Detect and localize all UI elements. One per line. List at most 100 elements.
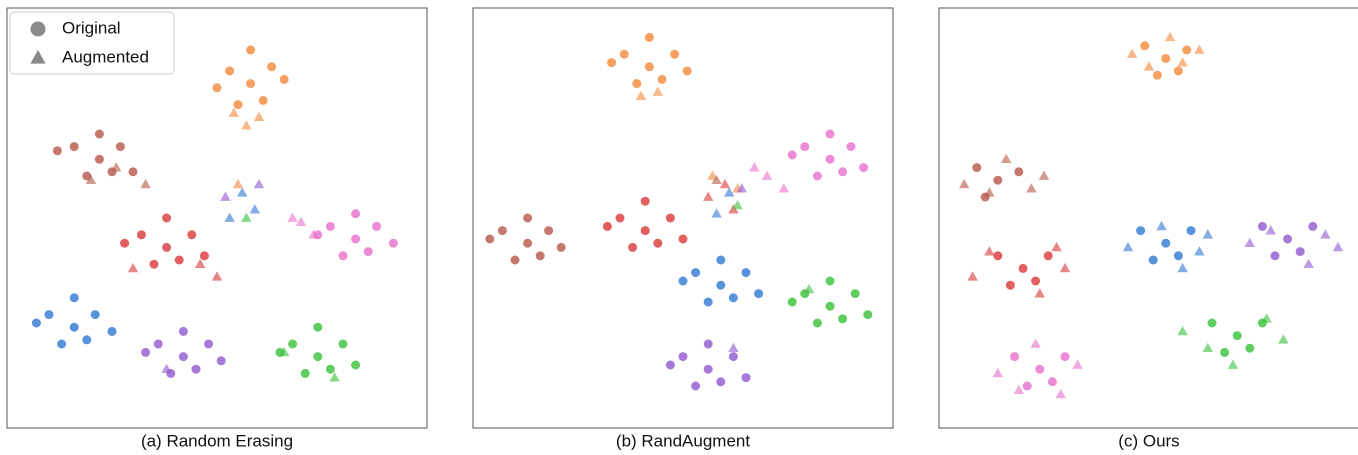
original-point: [691, 268, 701, 278]
augmented-point: [1202, 342, 1214, 353]
original-point: [1257, 221, 1267, 231]
original-point: [510, 255, 520, 265]
original-point: [1031, 276, 1041, 286]
augmented-point: [1278, 334, 1289, 344]
augmented-point: [1202, 229, 1214, 239]
augmented-point: [1261, 313, 1272, 323]
original-point: [535, 251, 545, 261]
panel-frame: [472, 7, 894, 429]
original-point: [754, 289, 764, 299]
augmented-point: [1126, 48, 1138, 59]
original-point: [812, 318, 822, 328]
original-point: [178, 326, 188, 336]
original-point: [846, 142, 856, 152]
original-point: [838, 314, 848, 324]
original-point: [615, 213, 625, 223]
original-point: [178, 352, 188, 362]
original-point: [233, 100, 243, 110]
augmented-point: [1177, 57, 1188, 67]
augmented-point: [635, 90, 647, 101]
original-point: [313, 352, 323, 362]
original-point: [497, 226, 507, 236]
augmented-point: [1194, 246, 1205, 256]
augmented-point: [249, 204, 261, 214]
augmented-point: [1026, 183, 1037, 193]
original-point: [162, 242, 172, 252]
panel-title: (b) RandAugment: [616, 431, 750, 450]
original-point: [351, 234, 361, 244]
original-point: [602, 221, 612, 231]
original-point: [838, 167, 848, 177]
original-point: [1173, 66, 1183, 76]
original-point: [728, 352, 738, 362]
legend-marker: [30, 50, 46, 64]
original-point: [665, 213, 675, 223]
original-point: [523, 238, 533, 248]
augmented-point: [1034, 288, 1046, 298]
original-point: [825, 301, 835, 311]
augmented-point: [778, 183, 790, 193]
augmented-point: [253, 111, 265, 122]
original-point: [678, 234, 688, 244]
augmented-point: [1122, 241, 1134, 252]
augmented-point: [1320, 229, 1331, 239]
augmented-point: [1013, 384, 1025, 395]
original-point: [216, 356, 226, 366]
augmented-point: [1177, 325, 1188, 336]
augmented-point: [308, 229, 319, 239]
augmented-point: [707, 170, 718, 180]
original-point: [691, 381, 701, 391]
original-point: [716, 280, 726, 290]
original-point: [703, 364, 713, 374]
original-point: [741, 268, 751, 278]
original-point: [665, 360, 675, 370]
original-point: [363, 247, 373, 257]
original-point: [787, 297, 797, 307]
original-point: [115, 142, 125, 152]
augmented-point: [967, 271, 978, 281]
original-point: [1035, 364, 1045, 374]
augmented-point: [1164, 31, 1176, 42]
original-point: [703, 339, 713, 349]
original-point: [728, 293, 738, 303]
original-point: [644, 32, 654, 42]
original-point: [1136, 226, 1146, 236]
augmented-point: [736, 183, 748, 193]
original-point: [993, 251, 1003, 261]
original-point: [741, 373, 751, 383]
original-point: [825, 276, 835, 286]
augmented-point: [329, 372, 340, 382]
original-point: [1014, 167, 1024, 177]
original-point: [812, 171, 822, 181]
legend-box: [9, 11, 175, 75]
original-point: [94, 129, 104, 139]
original-point: [258, 95, 268, 105]
legend-marker: [30, 21, 46, 37]
original-point: [716, 377, 726, 387]
augmented-point: [958, 178, 970, 189]
original-point: [678, 352, 688, 362]
original-point: [670, 49, 680, 59]
original-point: [644, 62, 654, 72]
augmented-point: [723, 187, 735, 197]
original-point: [199, 251, 209, 261]
original-point: [1161, 53, 1171, 63]
augmented-point: [253, 178, 265, 189]
original-point: [1148, 255, 1158, 265]
original-point: [1043, 251, 1053, 261]
augmented-point: [1038, 170, 1050, 180]
original-point: [153, 339, 163, 349]
original-point: [787, 150, 797, 160]
augmented-point: [1227, 359, 1239, 369]
original-point: [972, 163, 982, 173]
original-point: [82, 335, 92, 345]
original-point: [128, 167, 138, 177]
original-point: [1018, 263, 1028, 273]
legend-label: Augmented: [62, 47, 149, 66]
augmented-point: [1265, 225, 1277, 235]
original-point: [1186, 226, 1196, 236]
original-point: [1232, 331, 1242, 341]
original-point: [338, 251, 348, 261]
original-point: [993, 175, 1003, 185]
